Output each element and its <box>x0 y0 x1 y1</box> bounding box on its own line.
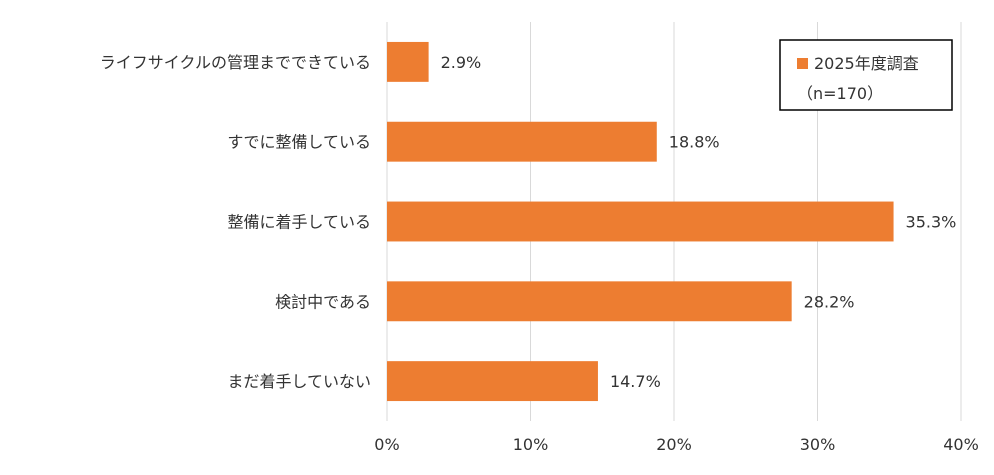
data-label: 2.9% <box>441 53 482 72</box>
x-tick-label: 0% <box>374 435 399 454</box>
legend-box <box>779 39 953 111</box>
data-label: 18.8% <box>669 133 720 152</box>
category-labels: ライフサイクルの管理までできているすでに整備している整備に着手している検討中であ… <box>100 53 371 391</box>
x-tick-label: 20% <box>656 435 692 454</box>
bar <box>387 361 598 402</box>
category-label: 検討中である <box>275 292 371 311</box>
data-label: 14.7% <box>610 372 661 391</box>
bar <box>387 281 792 322</box>
x-tick-label: 10% <box>513 435 549 454</box>
x-tick-labels: 0% 10% 20% 30% 40% <box>374 435 978 454</box>
category-label: ライフサイクルの管理までできている <box>100 53 371 72</box>
category-label: まだ着手していない <box>227 372 371 391</box>
bars <box>387 41 894 402</box>
category-label: 整備に着手している <box>227 213 371 232</box>
data-label: 35.3% <box>906 213 957 232</box>
legend-note: （n=170） <box>797 84 883 103</box>
legend-entry: 2025年度調査 <box>814 54 919 73</box>
legend-swatch <box>797 58 808 69</box>
x-tick-label: 30% <box>800 435 836 454</box>
bar <box>387 121 657 162</box>
bar <box>387 41 429 82</box>
bar <box>387 201 894 242</box>
data-labels: 2.9% 18.8% 35.3% 28.2% 14.7% <box>441 53 957 391</box>
data-label: 28.2% <box>804 292 855 311</box>
category-label: すでに整備している <box>227 133 371 152</box>
legend: 2025年度調査 （n=170） <box>779 39 953 111</box>
x-tick-label: 40% <box>943 435 979 454</box>
